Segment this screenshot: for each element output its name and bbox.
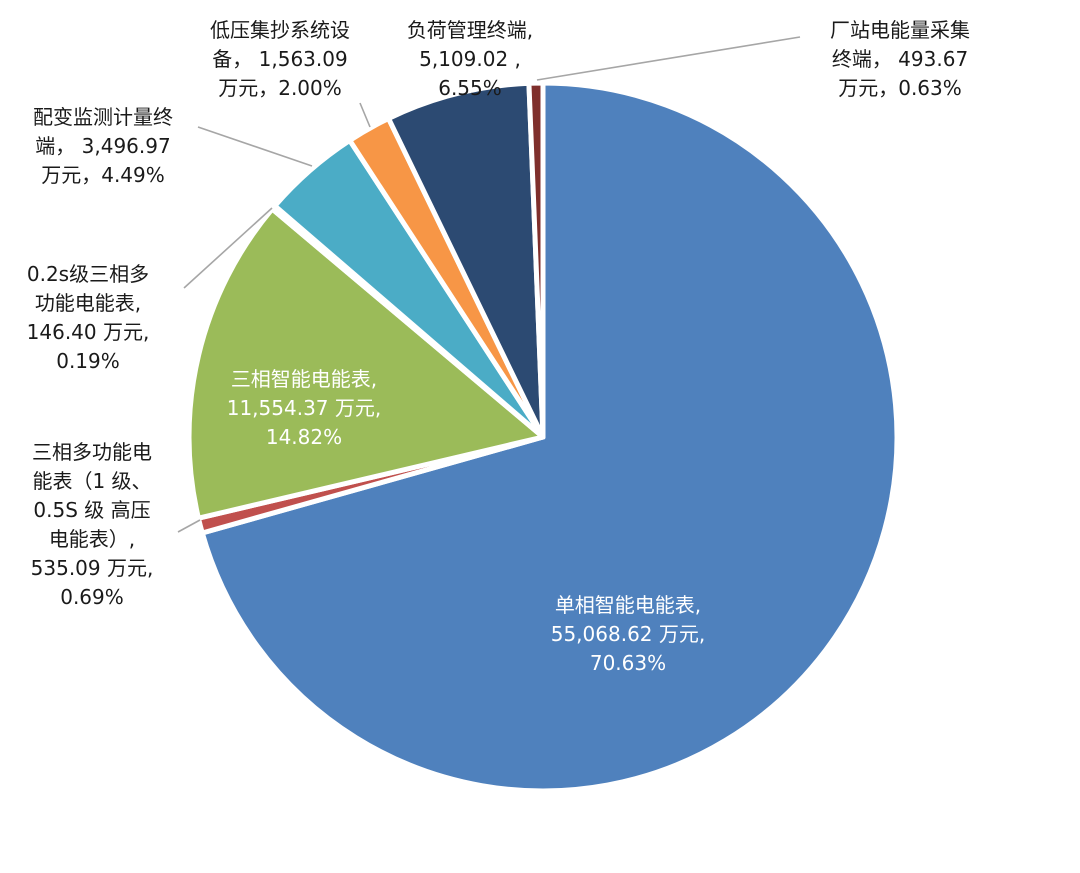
pie-slice-0: [199, 80, 900, 794]
slice-label-line: 11,554.37 万元,: [227, 396, 382, 420]
slice-label-line: 低压集抄系统设: [210, 18, 350, 42]
slice-label-2: 三相智能电能表, 11,554.37 万元, 14.82%: [227, 367, 382, 449]
slice-label-line: 备， 1,563.09: [212, 47, 347, 71]
slice-label-line: 终端， 493.67: [832, 47, 968, 71]
slice-label-line: 万元，4.49%: [41, 163, 165, 187]
slice-label-line: 厂站电能量采集: [830, 18, 970, 42]
slice-label-line: 535.09 万元,: [31, 556, 154, 580]
pie-slice-6: [386, 80, 546, 440]
labels-layer: 单相智能电能表, 55,068.62 万元, 70.63% 三相多功能电能表（1 级、…: [27, 18, 970, 675]
slice-label-6: 负荷管理终端, 5,109.02 , 6.55%: [407, 18, 533, 100]
slice-label-line: 万元，0.63%: [838, 76, 962, 100]
slices-layer: [186, 80, 900, 794]
slice-label-line: 三相智能电能表,: [231, 367, 377, 391]
slice-label-line: 电能表）,: [49, 527, 135, 551]
slice-label-0: 单相智能电能表, 55,068.62 万元, 70.63%: [551, 593, 706, 675]
slice-label-line: 14.82%: [266, 425, 342, 449]
slice-label-line: 6.55%: [438, 76, 502, 100]
leader-line-4: [197, 126, 313, 167]
slice-label-line: 0.69%: [60, 585, 124, 609]
slice-label-line: 0.2s级三相多: [27, 262, 149, 286]
slice-label-line: 配变监测计量终: [33, 105, 173, 129]
slice-label-line: 万元，2.00%: [218, 76, 342, 100]
slice-label-line: 55,068.62 万元,: [551, 622, 706, 646]
slice-label-4: 配变监测计量终端， 3,496.97 万元，4.49%: [33, 105, 173, 187]
leader-lines-layer: [177, 36, 801, 533]
slice-label-line: 能表（1 级、: [32, 469, 151, 493]
slice-label-line: 146.40 万元,: [27, 320, 150, 344]
slice-label-line: 单相智能电能表,: [555, 593, 701, 617]
slice-label-1: 三相多功能电能表（1 级、 0.5S 级 高压电能表）, 535.09 万元, 0.6…: [31, 440, 154, 609]
leader-line-7: [536, 36, 801, 81]
slice-label-5: 低压集抄系统设备， 1,563.09 万元，2.00%: [210, 18, 350, 100]
slice-label-3: 0.2s级三相多功能电能表, 146.40 万元, 0.19%: [27, 262, 150, 373]
leader-line-5: [359, 102, 371, 128]
slice-label-line: 功能电能表,: [35, 291, 141, 315]
leader-line-1: [177, 519, 201, 533]
leader-line-3: [183, 207, 273, 289]
slice-label-line: 三相多功能电: [32, 440, 152, 464]
slice-label-line: 端， 3,496.97: [35, 134, 170, 158]
slice-label-7: 厂站电能量采集终端， 493.67 万元，0.63%: [830, 18, 970, 100]
slice-label-line: 70.63%: [590, 651, 666, 675]
pie-slice-7: [526, 80, 546, 440]
slice-label-line: 负荷管理终端,: [407, 18, 533, 42]
pie-slice-2: [186, 206, 546, 521]
slice-label-line: 5,109.02 ,: [419, 47, 521, 71]
slice-label-line: 0.19%: [56, 349, 120, 373]
slice-label-line: 0.5S 级 高压: [33, 498, 150, 522]
